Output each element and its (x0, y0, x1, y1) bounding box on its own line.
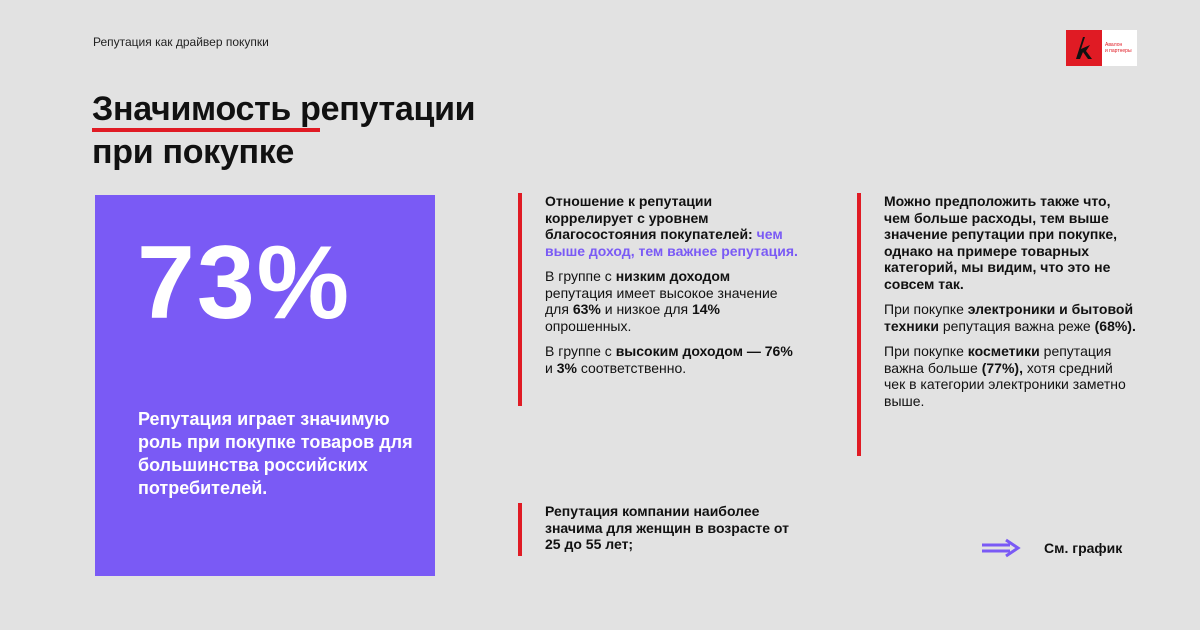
company-logo[interactable]: Авалон и партнеры (1066, 30, 1137, 66)
low-income-paragraph: В группе с низким доходом репутация имее… (545, 268, 778, 334)
category-lead: Можно предположить также что, чем больше… (884, 193, 1118, 292)
page-title-line-2: при покупке (92, 133, 295, 171)
income-accent: чем выше доход, тем важнее репутация. (545, 226, 798, 259)
highlight-percent: 73% (137, 225, 352, 341)
income-lead: Отношение к репутации коррелирует с уров… (545, 193, 798, 259)
see-chart-link[interactable]: См. график (980, 538, 1122, 558)
eyebrow-caption: Репутация как драйвер покупки (93, 35, 269, 49)
high-income-paragraph: В группе с высоким доходом — 76% и 3% со… (545, 343, 793, 376)
arrow-right-icon (982, 538, 1021, 558)
cosmetics-paragraph: При покупке косметики репутация важна бо… (884, 343, 1126, 409)
category-column: Можно предположить также что, чем больше… (857, 193, 1137, 456)
highlight-card: 73% Репутация играет значимую роль при п… (95, 195, 435, 576)
logo-text: Авалон и партнеры (1105, 42, 1132, 54)
title-underline (92, 128, 320, 132)
logo-mark-icon (1066, 30, 1102, 66)
highlight-text: Репутация играет значимую роль при покуп… (138, 409, 413, 498)
electronics-paragraph: При покупке электроники и бытовой техник… (884, 301, 1136, 334)
page-title-line-1: Значимость репутации (92, 90, 476, 128)
page-title: Значимость репутации при покупке (92, 88, 476, 174)
income-column: Отношение к репутации коррелирует с уров… (518, 193, 798, 406)
women-column: Репутация компании наиболее значима для … (518, 503, 808, 556)
see-chart-label: См. график (1044, 540, 1123, 556)
women-lead: Репутация компании наиболее значима для … (545, 503, 789, 552)
